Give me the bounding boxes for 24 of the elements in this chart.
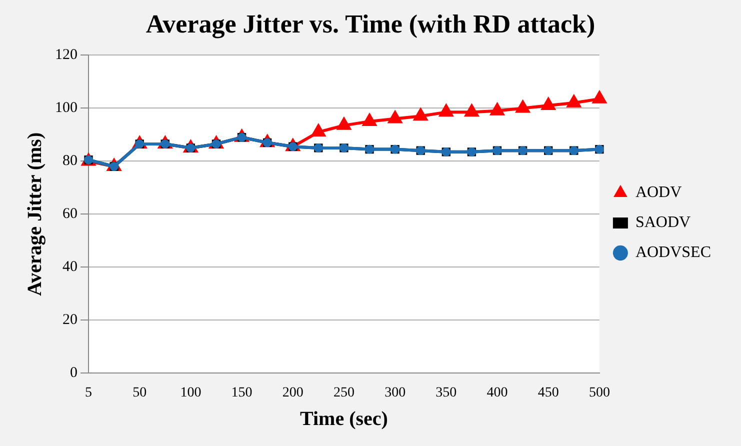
x-axis-title: Time (sec) xyxy=(300,408,388,430)
x-tick-label: 100 xyxy=(180,385,202,400)
x-tick-label: 350 xyxy=(436,385,457,400)
legend-label: AODV xyxy=(635,184,682,202)
y-tick-label: 120 xyxy=(55,47,78,64)
x-tick-label: 450 xyxy=(538,385,559,400)
x-tick-label: 400 xyxy=(486,385,508,400)
x-tick-label: 150 xyxy=(231,385,252,400)
chart-title: Average Jitter vs. Time (with RD attack) xyxy=(146,9,596,38)
x-tick-label: 200 xyxy=(282,385,304,400)
y-tick-label: 0 xyxy=(70,365,78,382)
legend-label: SAODV xyxy=(635,214,691,232)
x-tick-label: 250 xyxy=(333,385,354,400)
legend-label: AODVSEC xyxy=(635,244,711,262)
y-tick-label: 60 xyxy=(62,206,78,222)
x-tick-label: 50 xyxy=(132,385,147,400)
y-tick-label: 40 xyxy=(62,259,78,276)
x-tick-label: 5 xyxy=(85,385,92,400)
x-tick-label: 500 xyxy=(588,385,610,400)
y-tick-label: 100 xyxy=(55,100,78,116)
y-tick-label: 20 xyxy=(62,312,78,328)
y-axis-title: Average Jitter (ms) xyxy=(24,132,46,296)
y-tick-label: 80 xyxy=(62,153,78,170)
x-tick-label: 300 xyxy=(384,385,406,400)
